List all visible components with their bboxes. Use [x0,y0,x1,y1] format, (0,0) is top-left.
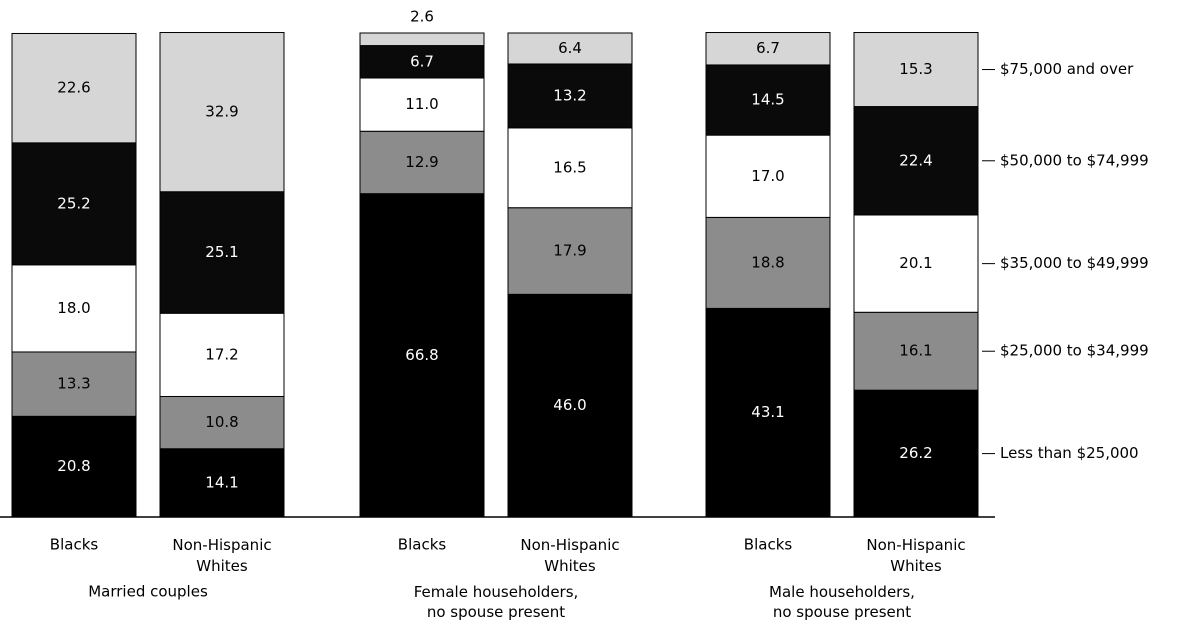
data-label: 22.6 [57,79,90,97]
bar-segment [705,32,831,66]
bar-segment [159,448,285,518]
data-label: 2.6 [410,8,434,26]
data-label: 14.5 [751,91,784,109]
bar-segment [507,32,633,65]
legend-label: $75,000 and over [1000,60,1134,78]
data-label: 25.2 [57,194,90,212]
bar-segment [359,77,485,132]
data-label: 32.9 [205,103,238,121]
bar-segment [853,106,979,216]
group-label: Married couples [88,583,208,601]
data-label: 6.4 [558,39,582,57]
bar-segment [853,32,979,108]
data-label: 22.4 [899,151,932,169]
data-label: 18.0 [57,299,90,317]
bar-segment [507,207,633,295]
x-tick-label: Blacks [744,536,793,554]
data-label: 46.0 [553,396,586,414]
legend-label: $50,000 to $74,999 [1000,151,1149,169]
data-label: 13.2 [553,86,586,104]
bar-segment [359,193,485,518]
data-label: 43.1 [751,403,784,421]
bar-segment [359,130,485,195]
data-label: 20.1 [899,254,932,272]
data-label: 6.7 [756,39,780,57]
x-tick-label: Blacks [398,536,447,554]
data-label: 16.5 [553,158,586,176]
data-label: 10.8 [205,413,238,431]
x-tick-label: Non-Hispanic Whites [866,536,965,575]
group-label: Female householders, no spouse present [414,583,579,621]
data-label: 14.1 [205,473,238,491]
legend-label: Less than $25,000 [1000,444,1139,462]
bar-segment [159,32,285,193]
data-label: 17.0 [751,167,784,185]
group-label: Male householders, no spouse present [769,583,915,621]
data-label: 6.7 [410,52,434,70]
bar-segment [705,216,831,309]
data-label: 15.3 [899,60,932,78]
bar-segment [705,64,831,136]
bar-segment [507,127,633,209]
bar-segment [159,312,285,397]
bar-segment [11,32,137,144]
bar-segment [359,45,485,79]
legend-label: $35,000 to $49,999 [1000,254,1149,272]
bar-segment [11,415,137,518]
data-label: 17.2 [205,345,238,363]
bar-segment [853,214,979,313]
data-label: 20.8 [57,457,90,475]
data-label: 12.9 [405,153,438,171]
legend-label: $25,000 to $34,999 [1000,342,1149,360]
x-tick-label: Blacks [50,536,99,554]
bar-segment [705,134,831,218]
data-label: 18.8 [751,253,784,271]
bar-segment [11,142,137,266]
data-label: 66.8 [405,346,438,364]
bar-segment [853,311,979,391]
bar-segment [705,307,831,518]
data-label: 13.3 [57,375,90,393]
data-label: 17.9 [553,242,586,260]
bar-segment [159,191,285,314]
bar-segment [359,32,485,47]
bar-segment [507,293,633,518]
data-label: 26.2 [899,444,932,462]
bar-segment [11,351,137,417]
data-label: 11.0 [405,95,438,113]
bar-segment [507,63,633,129]
x-tick-label: Non-Hispanic Whites [172,536,271,575]
bar-segment [159,395,285,450]
bar-segment [853,389,979,518]
data-label: 16.1 [899,342,932,360]
data-label: 25.1 [205,243,238,261]
x-tick-label: Non-Hispanic Whites [520,536,619,575]
